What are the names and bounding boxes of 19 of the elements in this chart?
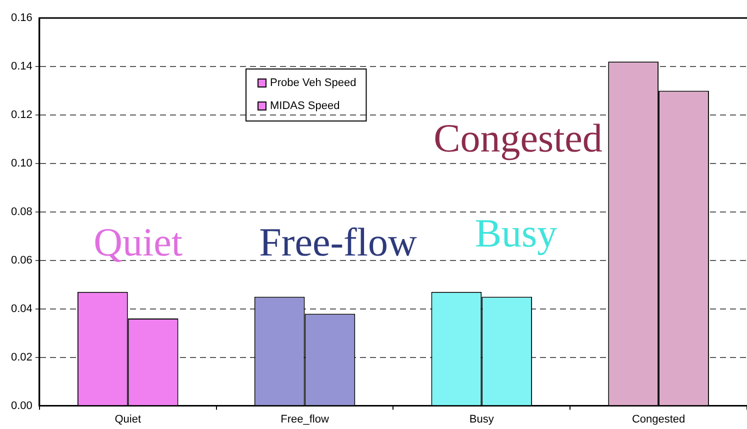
x-tick-label: Free_flow — [280, 413, 329, 426]
y-tick-label: 0.10 — [10, 157, 32, 170]
y-tick-label: 0.00 — [10, 400, 32, 412]
annotation: Congested — [434, 116, 602, 160]
y-tick-label: 0.12 — [10, 108, 32, 121]
x-tick-label: Busy — [469, 413, 494, 426]
x-tick-label: Congested — [632, 413, 686, 426]
x-tick-label: Quiet — [114, 413, 142, 426]
annotation: Free-flow — [259, 220, 417, 264]
y-tick-label: 0.04 — [10, 302, 32, 315]
y-tick-label: 0.06 — [10, 254, 32, 266]
annotation: Quiet — [94, 220, 182, 264]
y-tick-label: 0.16 — [10, 12, 32, 24]
legend-label: MIDAS Speed — [270, 100, 340, 112]
legend-label: Probe Veh Speed — [270, 77, 356, 90]
y-tick-label: 0.08 — [10, 206, 32, 218]
y-tick-label: 0.14 — [10, 60, 32, 73]
y-tick-label: 0.02 — [10, 351, 32, 364]
annotation: Busy — [474, 210, 558, 256]
